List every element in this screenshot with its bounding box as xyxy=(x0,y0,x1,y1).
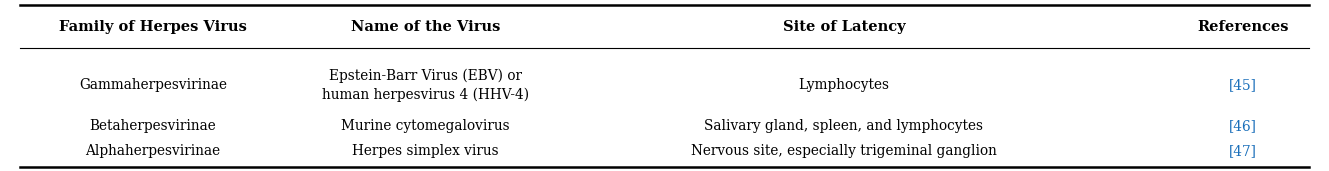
Text: Gammaherpesvirinae: Gammaherpesvirinae xyxy=(78,78,227,93)
Text: Lymphocytes: Lymphocytes xyxy=(799,78,889,93)
Text: Alphaherpesvirinae: Alphaherpesvirinae xyxy=(85,144,221,158)
Text: Name of the Virus: Name of the Virus xyxy=(351,19,500,34)
Text: [47]: [47] xyxy=(1229,144,1256,158)
Text: [46]: [46] xyxy=(1229,119,1256,133)
Text: Epstein-Barr Virus (EBV) or
human herpesvirus 4 (HHV-4): Epstein-Barr Virus (EBV) or human herpes… xyxy=(322,69,529,102)
Text: [45]: [45] xyxy=(1229,78,1256,93)
Text: Herpes simplex virus: Herpes simplex virus xyxy=(352,144,498,158)
Text: Site of Latency: Site of Latency xyxy=(783,19,905,34)
Text: Salivary gland, spleen, and lymphocytes: Salivary gland, spleen, and lymphocytes xyxy=(704,119,983,133)
Text: Nervous site, especially trigeminal ganglion: Nervous site, especially trigeminal gang… xyxy=(691,144,997,158)
Text: References: References xyxy=(1197,19,1288,34)
Text: Betaherpesvirinae: Betaherpesvirinae xyxy=(89,119,217,133)
Text: Murine cytomegalovirus: Murine cytomegalovirus xyxy=(342,119,509,133)
Text: Family of Herpes Virus: Family of Herpes Virus xyxy=(58,19,247,34)
